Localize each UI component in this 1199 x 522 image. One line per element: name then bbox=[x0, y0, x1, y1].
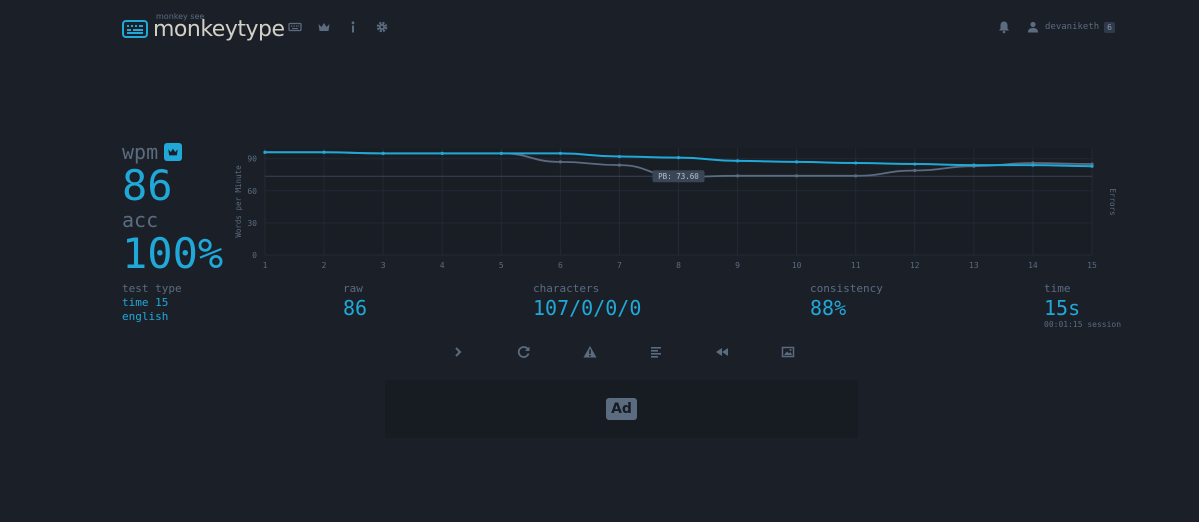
user-icon[interactable] bbox=[1027, 21, 1039, 33]
chart-pb-label-bg bbox=[652, 170, 705, 183]
chart-x-tick-label: 13 bbox=[969, 261, 979, 270]
characters-label: characters bbox=[533, 282, 600, 295]
consistency-stat: consistency 88% bbox=[810, 282, 883, 320]
chart-point-raw bbox=[735, 174, 740, 178]
raw-stat: raw 86 bbox=[343, 282, 367, 320]
acc-label: acc bbox=[122, 208, 159, 232]
chart-point-wpm bbox=[676, 156, 681, 160]
chart-x-tick-label: 12 bbox=[910, 261, 920, 270]
consistency-value: 88% bbox=[810, 296, 847, 320]
chart-x-tick-label: 15 bbox=[1087, 261, 1097, 270]
consistency-label: consistency bbox=[810, 282, 883, 295]
chart-x-tick-label: 11 bbox=[851, 261, 861, 270]
chart-point-raw bbox=[854, 174, 858, 178]
secondary-stats: test type time 15 english raw 86 charact… bbox=[122, 282, 1122, 332]
chart-point-wpm bbox=[617, 154, 622, 159]
restart-icon[interactable] bbox=[516, 344, 532, 360]
raw-value: 86 bbox=[343, 296, 368, 320]
account-nav: devaniketh 6 bbox=[997, 20, 1115, 34]
raw-label: raw bbox=[343, 282, 363, 295]
chart-point-wpm bbox=[440, 151, 444, 155]
result-actions bbox=[450, 344, 796, 360]
chart-x-tick-label: 5 bbox=[499, 261, 504, 270]
chart-point-raw bbox=[558, 160, 562, 164]
chart-point-wpm bbox=[1031, 163, 1035, 167]
characters-value: 107/0/0/0 bbox=[533, 296, 642, 320]
chart-point-raw bbox=[913, 168, 917, 173]
bell-icon[interactable] bbox=[997, 20, 1011, 34]
chart-x-tick-label: 8 bbox=[676, 261, 681, 270]
chart-point-raw bbox=[795, 174, 799, 178]
ad-container: Ad bbox=[385, 380, 858, 438]
chart-x-tick-label: 4 bbox=[440, 261, 445, 270]
test-type-label: test type bbox=[122, 282, 182, 295]
ad-badge: Ad bbox=[606, 398, 637, 420]
chart-point-wpm bbox=[1090, 164, 1094, 168]
chart-x-tick-label: 3 bbox=[381, 261, 386, 270]
next-test-icon[interactable] bbox=[450, 344, 466, 360]
screenshot-icon[interactable] bbox=[780, 344, 796, 360]
chart-x-tick-label: 7 bbox=[617, 261, 622, 270]
main-stats: wpm 86 acc 100% bbox=[122, 140, 223, 276]
warning-icon[interactable] bbox=[582, 344, 598, 360]
time-value: 15s bbox=[1044, 296, 1081, 320]
info-icon[interactable] bbox=[346, 20, 360, 34]
chart-point-wpm bbox=[263, 150, 267, 154]
chart-x-tick-label: 1 bbox=[263, 261, 268, 270]
chart-y-tick-label: 0 bbox=[252, 251, 257, 260]
time-stat: time 15s 00:01:15 session bbox=[1044, 282, 1121, 330]
test-type-language[interactable]: english bbox=[122, 310, 169, 323]
words-history-icon[interactable] bbox=[648, 344, 664, 360]
session-time: 00:01:15 session bbox=[1044, 320, 1122, 329]
keyboard-icon[interactable] bbox=[288, 20, 302, 34]
chart-y-tick-label: 30 bbox=[247, 219, 257, 228]
chart-point-wpm bbox=[913, 162, 917, 166]
chart-y-tick-label: 60 bbox=[247, 187, 257, 196]
chart-x-tick-label: 14 bbox=[1028, 261, 1038, 270]
chart-x-tick-label: 9 bbox=[735, 261, 740, 270]
level-badge: 6 bbox=[1104, 21, 1115, 33]
chart-x-tick-label: 6 bbox=[558, 261, 563, 270]
chart-x-tick-label: 2 bbox=[322, 261, 327, 270]
chart-point-wpm bbox=[499, 151, 503, 155]
chart-pb-label: PB: 73.60 bbox=[658, 172, 699, 181]
test-type-mode[interactable]: time 15 bbox=[122, 296, 169, 309]
crown-icon[interactable] bbox=[317, 20, 331, 34]
top-bar: monkey see monkeytype devaniketh 6 bbox=[122, 12, 1115, 44]
chart-y-axis-label: Words per Minute bbox=[234, 165, 243, 238]
chart-y-tick-label: 90 bbox=[247, 155, 257, 164]
replay-icon[interactable] bbox=[714, 344, 730, 360]
test-type-stat: test type time 15 english bbox=[122, 282, 182, 324]
chart-x-tick-label: 10 bbox=[792, 261, 802, 270]
chart-point-wpm bbox=[735, 159, 740, 163]
username[interactable]: devaniketh bbox=[1044, 22, 1100, 32]
chart-point-wpm bbox=[854, 161, 858, 165]
chart-point-raw bbox=[617, 163, 622, 167]
wpm-value: 86 bbox=[122, 161, 173, 210]
pb-crown-icon bbox=[164, 143, 183, 161]
wpm-label: wpm bbox=[122, 140, 159, 164]
logo-tagline: monkey see bbox=[156, 12, 205, 21]
acc-value: 100% bbox=[122, 229, 224, 278]
nav-icons bbox=[288, 20, 389, 34]
characters-stat: characters 107/0/0/0 bbox=[533, 282, 641, 320]
chart-y2-axis-label: Errors bbox=[1108, 188, 1117, 215]
chart-point-wpm bbox=[381, 151, 385, 155]
logo-title: monkeytype bbox=[153, 17, 285, 42]
gear-icon[interactable] bbox=[375, 20, 389, 34]
wpm-label-row: wpm bbox=[122, 140, 223, 164]
chart-point-wpm bbox=[322, 150, 326, 154]
chart-point-wpm bbox=[558, 151, 562, 155]
chart-point-wpm bbox=[795, 160, 799, 164]
logo[interactable]: monkey see monkeytype bbox=[122, 12, 285, 44]
time-label: time bbox=[1044, 282, 1071, 295]
keyboard-logo-icon bbox=[122, 20, 148, 38]
chart-point-wpm bbox=[972, 163, 976, 167]
